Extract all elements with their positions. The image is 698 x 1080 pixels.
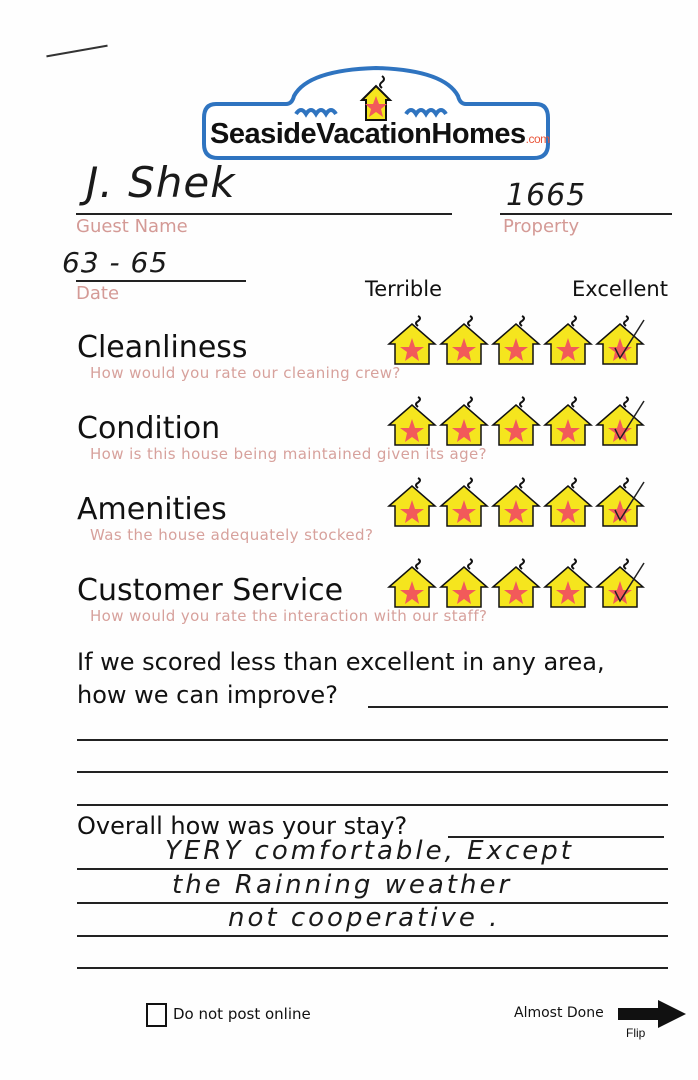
rating-houses-cleanliness[interactable] — [386, 312, 646, 368]
overall-question: Overall how was your stay? — [77, 812, 408, 840]
improve-question-line2: how we can improve? — [77, 681, 338, 709]
house-star-rating-icon[interactable] — [386, 312, 438, 368]
house-star-rating-icon[interactable] — [438, 312, 490, 368]
rating-question-cleanliness: How would you rate our cleaning crew? — [90, 364, 401, 382]
improve-question-line1: If we scored less than excellent in any … — [77, 648, 605, 676]
property-line — [500, 213, 672, 215]
rating-category-amenities: Amenities — [77, 492, 227, 527]
house-star-rating-checked-icon[interactable] — [594, 555, 646, 611]
do-not-post-label: Do not post online — [173, 1005, 311, 1023]
house-star-rating-icon[interactable] — [542, 474, 594, 530]
do-not-post-checkbox[interactable] — [146, 1003, 167, 1027]
overall-line — [448, 836, 664, 838]
house-star-rating-icon[interactable] — [490, 474, 542, 530]
property-value[interactable]: 1665 — [506, 178, 587, 213]
logo-outline-icon — [202, 65, 550, 160]
almost-done-label: Almost Done — [514, 1005, 604, 1021]
house-star-rating-checked-icon[interactable] — [594, 474, 646, 530]
house-star-rating-checked-icon[interactable] — [594, 312, 646, 368]
arrow-right-icon — [618, 1000, 686, 1028]
house-star-rating-icon[interactable] — [386, 555, 438, 611]
rating-category-condition: Condition — [77, 411, 221, 446]
flip-label: Flip — [626, 1026, 646, 1040]
house-star-rating-icon[interactable] — [386, 474, 438, 530]
overall-line — [77, 868, 668, 870]
house-star-rating-icon[interactable] — [438, 393, 490, 449]
date-line — [76, 280, 246, 282]
overall-answer-line1[interactable]: YERY comfortable, Except — [165, 836, 574, 866]
rating-question-amenities: Was the house adequately stocked? — [90, 526, 374, 544]
improve-line — [77, 771, 668, 773]
house-star-rating-icon[interactable] — [438, 555, 490, 611]
date-value[interactable]: 63 - 65 — [62, 246, 169, 279]
overall-answer-line2[interactable]: the Rainning weather — [172, 870, 513, 900]
overall-line — [77, 902, 668, 904]
house-star-rating-icon[interactable] — [490, 555, 542, 611]
scale-low-label: Terrible — [365, 277, 442, 301]
house-star-rating-checked-icon[interactable] — [594, 393, 646, 449]
overall-line — [77, 935, 668, 937]
overall-line — [77, 967, 668, 969]
improve-line — [77, 739, 668, 741]
house-star-rating-icon[interactable] — [542, 393, 594, 449]
stray-pen-mark — [46, 44, 108, 58]
house-star-rating-icon[interactable] — [490, 393, 542, 449]
overall-answer-line3[interactable]: not cooperative . — [228, 903, 501, 933]
rating-question-condition: How is this house being maintained given… — [90, 445, 488, 463]
improve-line — [368, 706, 668, 708]
rating-category-customer-service: Customer Service — [77, 573, 344, 608]
rating-houses-amenities[interactable] — [386, 474, 646, 530]
rating-category-cleanliness: Cleanliness — [77, 330, 248, 365]
scale-high-label: Excellent — [572, 277, 668, 301]
logo-suffix: .com — [525, 132, 551, 146]
guest-name-value[interactable]: J. Shek — [86, 158, 236, 207]
guest-name-label: Guest Name — [76, 216, 188, 237]
house-star-rating-icon[interactable] — [542, 555, 594, 611]
house-star-rating-icon[interactable] — [490, 312, 542, 368]
property-label: Property — [503, 216, 580, 237]
house-star-rating-icon[interactable] — [438, 474, 490, 530]
logo-brand-text: SeasideVacationHomes — [210, 118, 526, 150]
guest-name-line — [76, 213, 452, 215]
logo: SeasideVacationHomes.com — [196, 62, 556, 168]
date-label: Date — [76, 283, 120, 304]
rating-question-customer-service: How would you rate the interaction with … — [90, 607, 488, 625]
house-star-rating-icon[interactable] — [542, 312, 594, 368]
rating-houses-customer-service[interactable] — [386, 555, 646, 611]
improve-line — [77, 804, 668, 806]
house-star-rating-icon[interactable] — [386, 393, 438, 449]
rating-houses-condition[interactable] — [386, 393, 646, 449]
